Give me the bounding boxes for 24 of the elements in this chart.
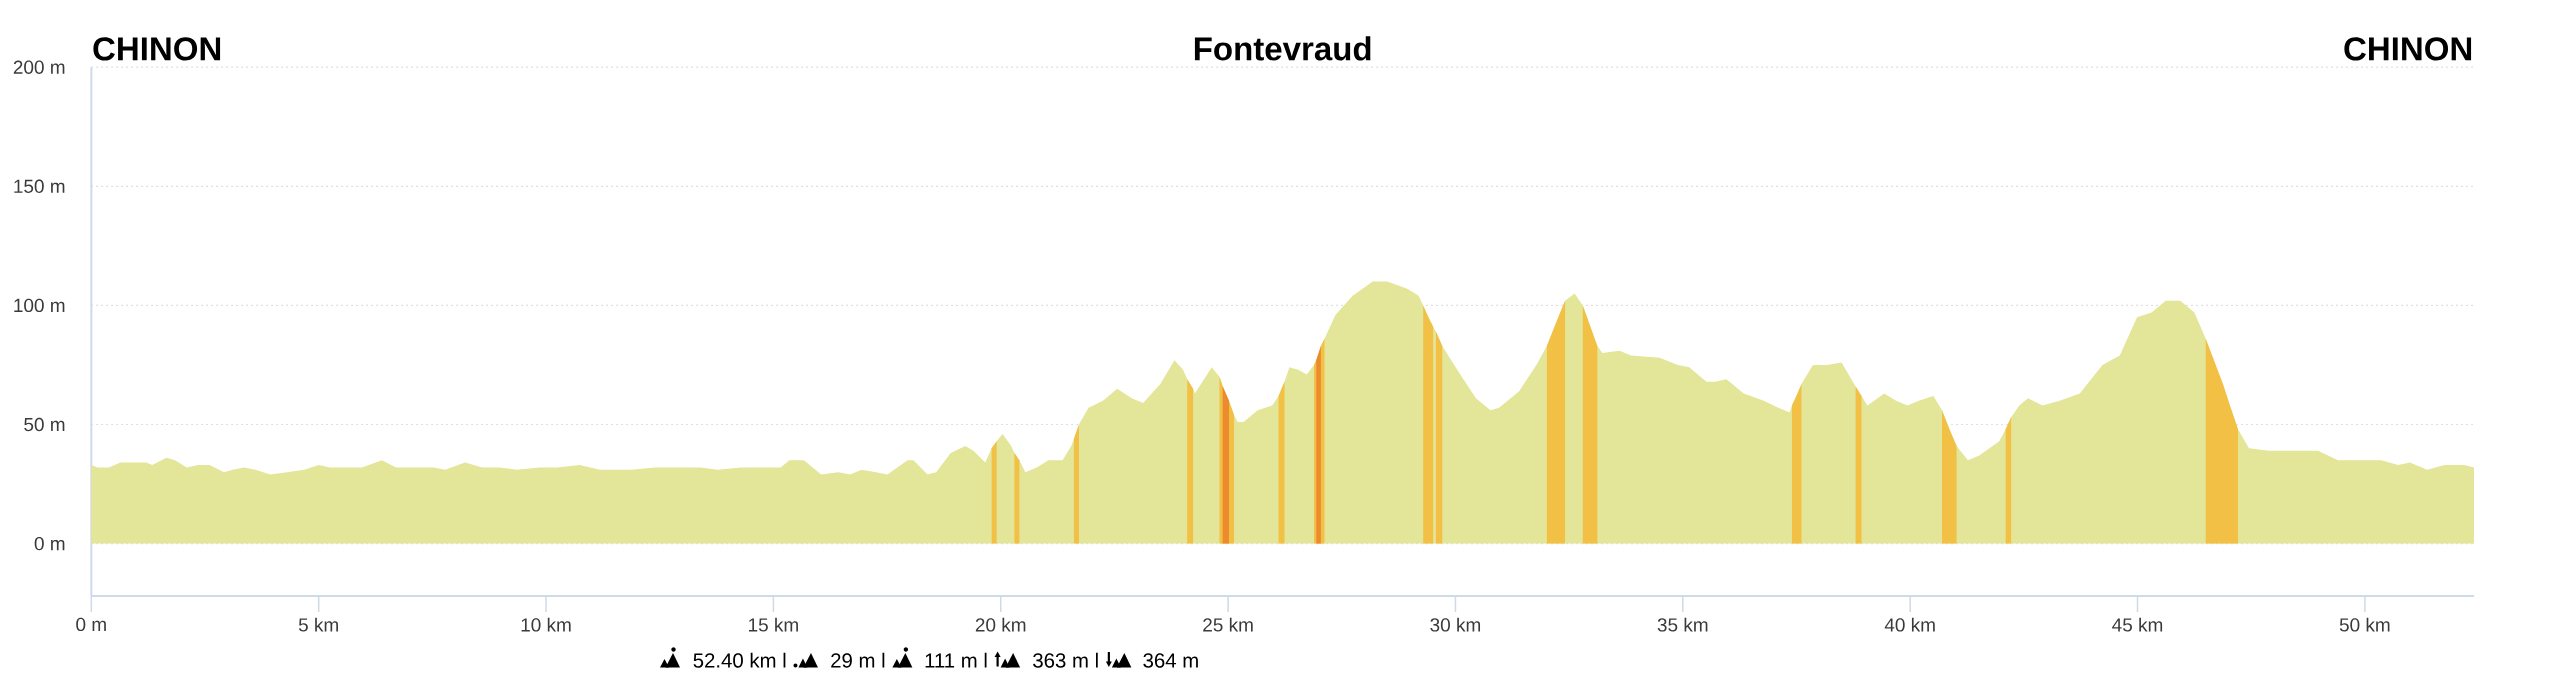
x-tick-label: 0 m [76, 617, 106, 632]
x-tick-label: 25 km [1203, 617, 1253, 632]
text: CHINON [93, 37, 221, 61]
y-tick-label: 150 m [14, 179, 65, 193]
text: 363 m l [1033, 652, 1098, 668]
text: 29 m l [831, 652, 885, 668]
x-tick-label: 50 km [2339, 617, 2390, 632]
text: 52.40 km l [693, 652, 786, 668]
y-tick-label: 200 m [13, 60, 65, 74]
y-tick-label: 100 m [14, 298, 65, 313]
text: 364 m [1143, 653, 1198, 668]
x-tick-label: 15 km [748, 617, 798, 632]
y-tick-label: 50 m [24, 417, 65, 432]
x-tick-label: 30 km [1430, 617, 1481, 632]
x-tick-label: 5 km [298, 617, 338, 632]
y-tick-label: 0 m [34, 536, 65, 551]
x-tick-label: 45 km [2112, 617, 2163, 632]
text: Fontevraud [1194, 36, 1371, 61]
text: CHINON [2344, 37, 2472, 61]
text: 111 m l [925, 652, 987, 668]
x-tick-label: 20 km [975, 617, 1026, 632]
x-tick-label: 10 km [521, 617, 571, 632]
x-tick-label: 35 km [1657, 617, 1708, 632]
x-tick-label: 40 km [1884, 617, 1935, 632]
